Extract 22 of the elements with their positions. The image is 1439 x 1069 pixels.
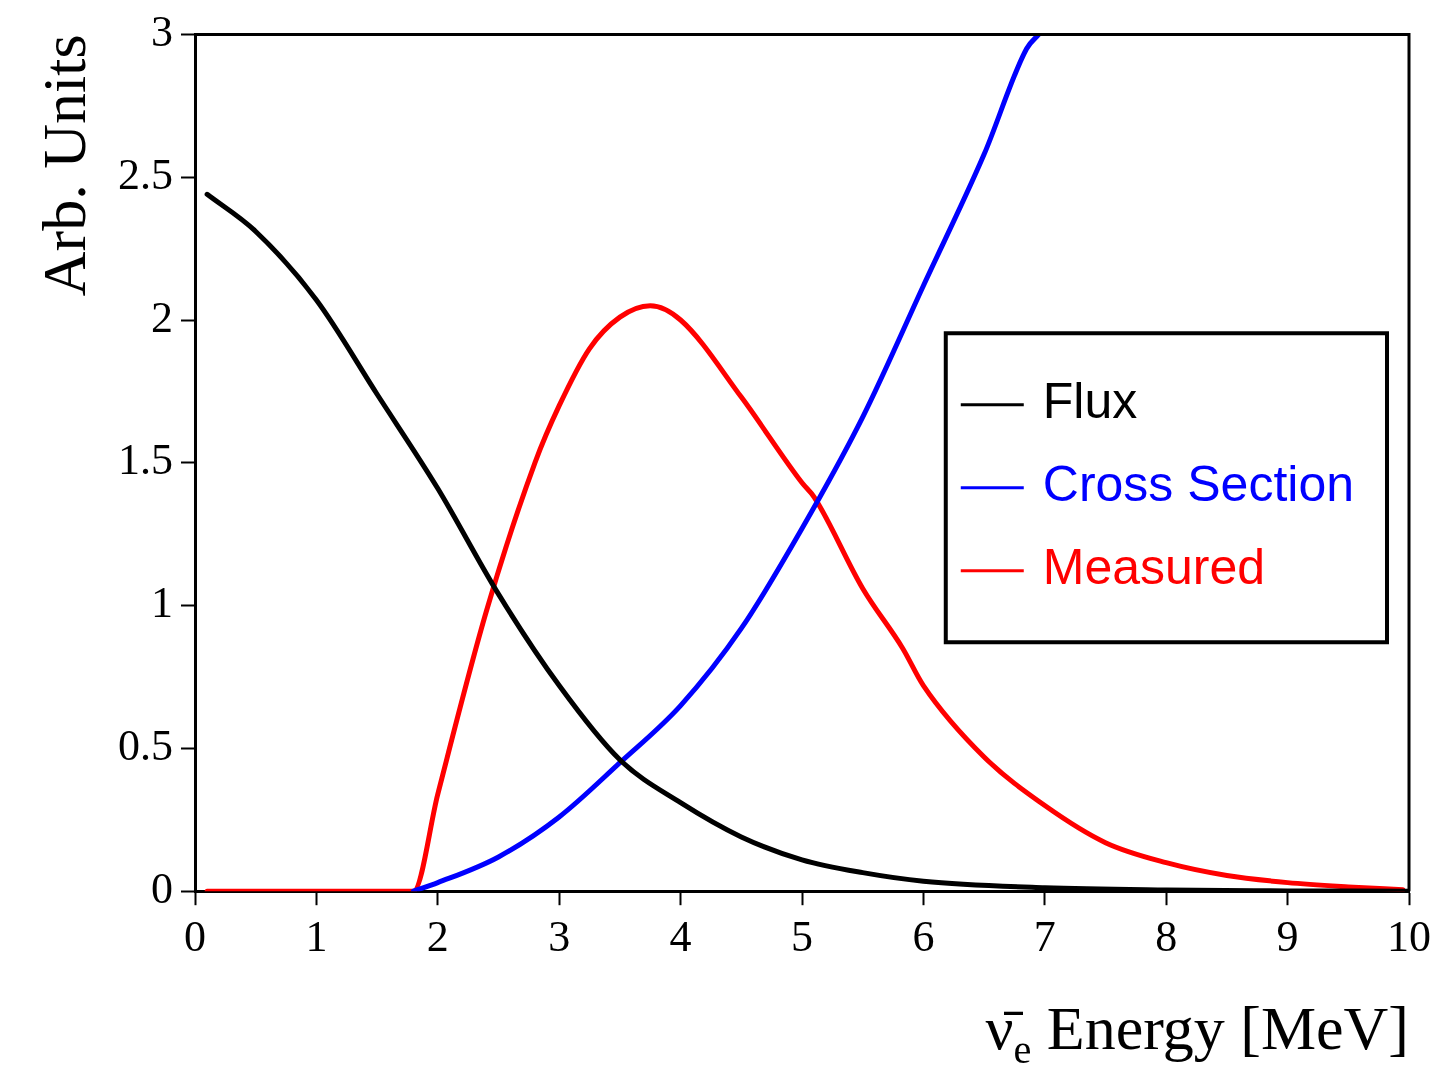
y-tick-label: 2.5 [118, 149, 173, 199]
x-tick-label: 7 [1033, 912, 1056, 962]
x-tick-label: 10 [1387, 912, 1431, 962]
y-tick-label: 0 [151, 863, 173, 913]
x-tick-label: 3 [548, 912, 571, 962]
y-tick-label: 1.5 [118, 435, 173, 485]
x-tick-label: 1 [305, 912, 328, 962]
y-axis-title: Arb. Units [30, 34, 98, 297]
x-tick-label: 6 [912, 912, 935, 962]
legend-label: Cross Section [1042, 456, 1354, 513]
y-tick-label: 0.5 [118, 720, 173, 770]
x-tick-label: 0 [184, 912, 206, 962]
y-tick-label: 1 [151, 578, 173, 628]
x-tick-label: 8 [1155, 912, 1178, 962]
x-tick-label: 5 [791, 912, 813, 962]
x-tick-label: 4 [669, 912, 692, 962]
y-tick-label: 2 [151, 292, 173, 342]
y-tick-label: 3 [151, 6, 173, 56]
legend-label: Measured [1042, 539, 1266, 596]
x-tick-label: 2 [426, 912, 449, 962]
legend-label: Flux [1042, 373, 1138, 430]
x-tick-label: 9 [1276, 912, 1299, 962]
